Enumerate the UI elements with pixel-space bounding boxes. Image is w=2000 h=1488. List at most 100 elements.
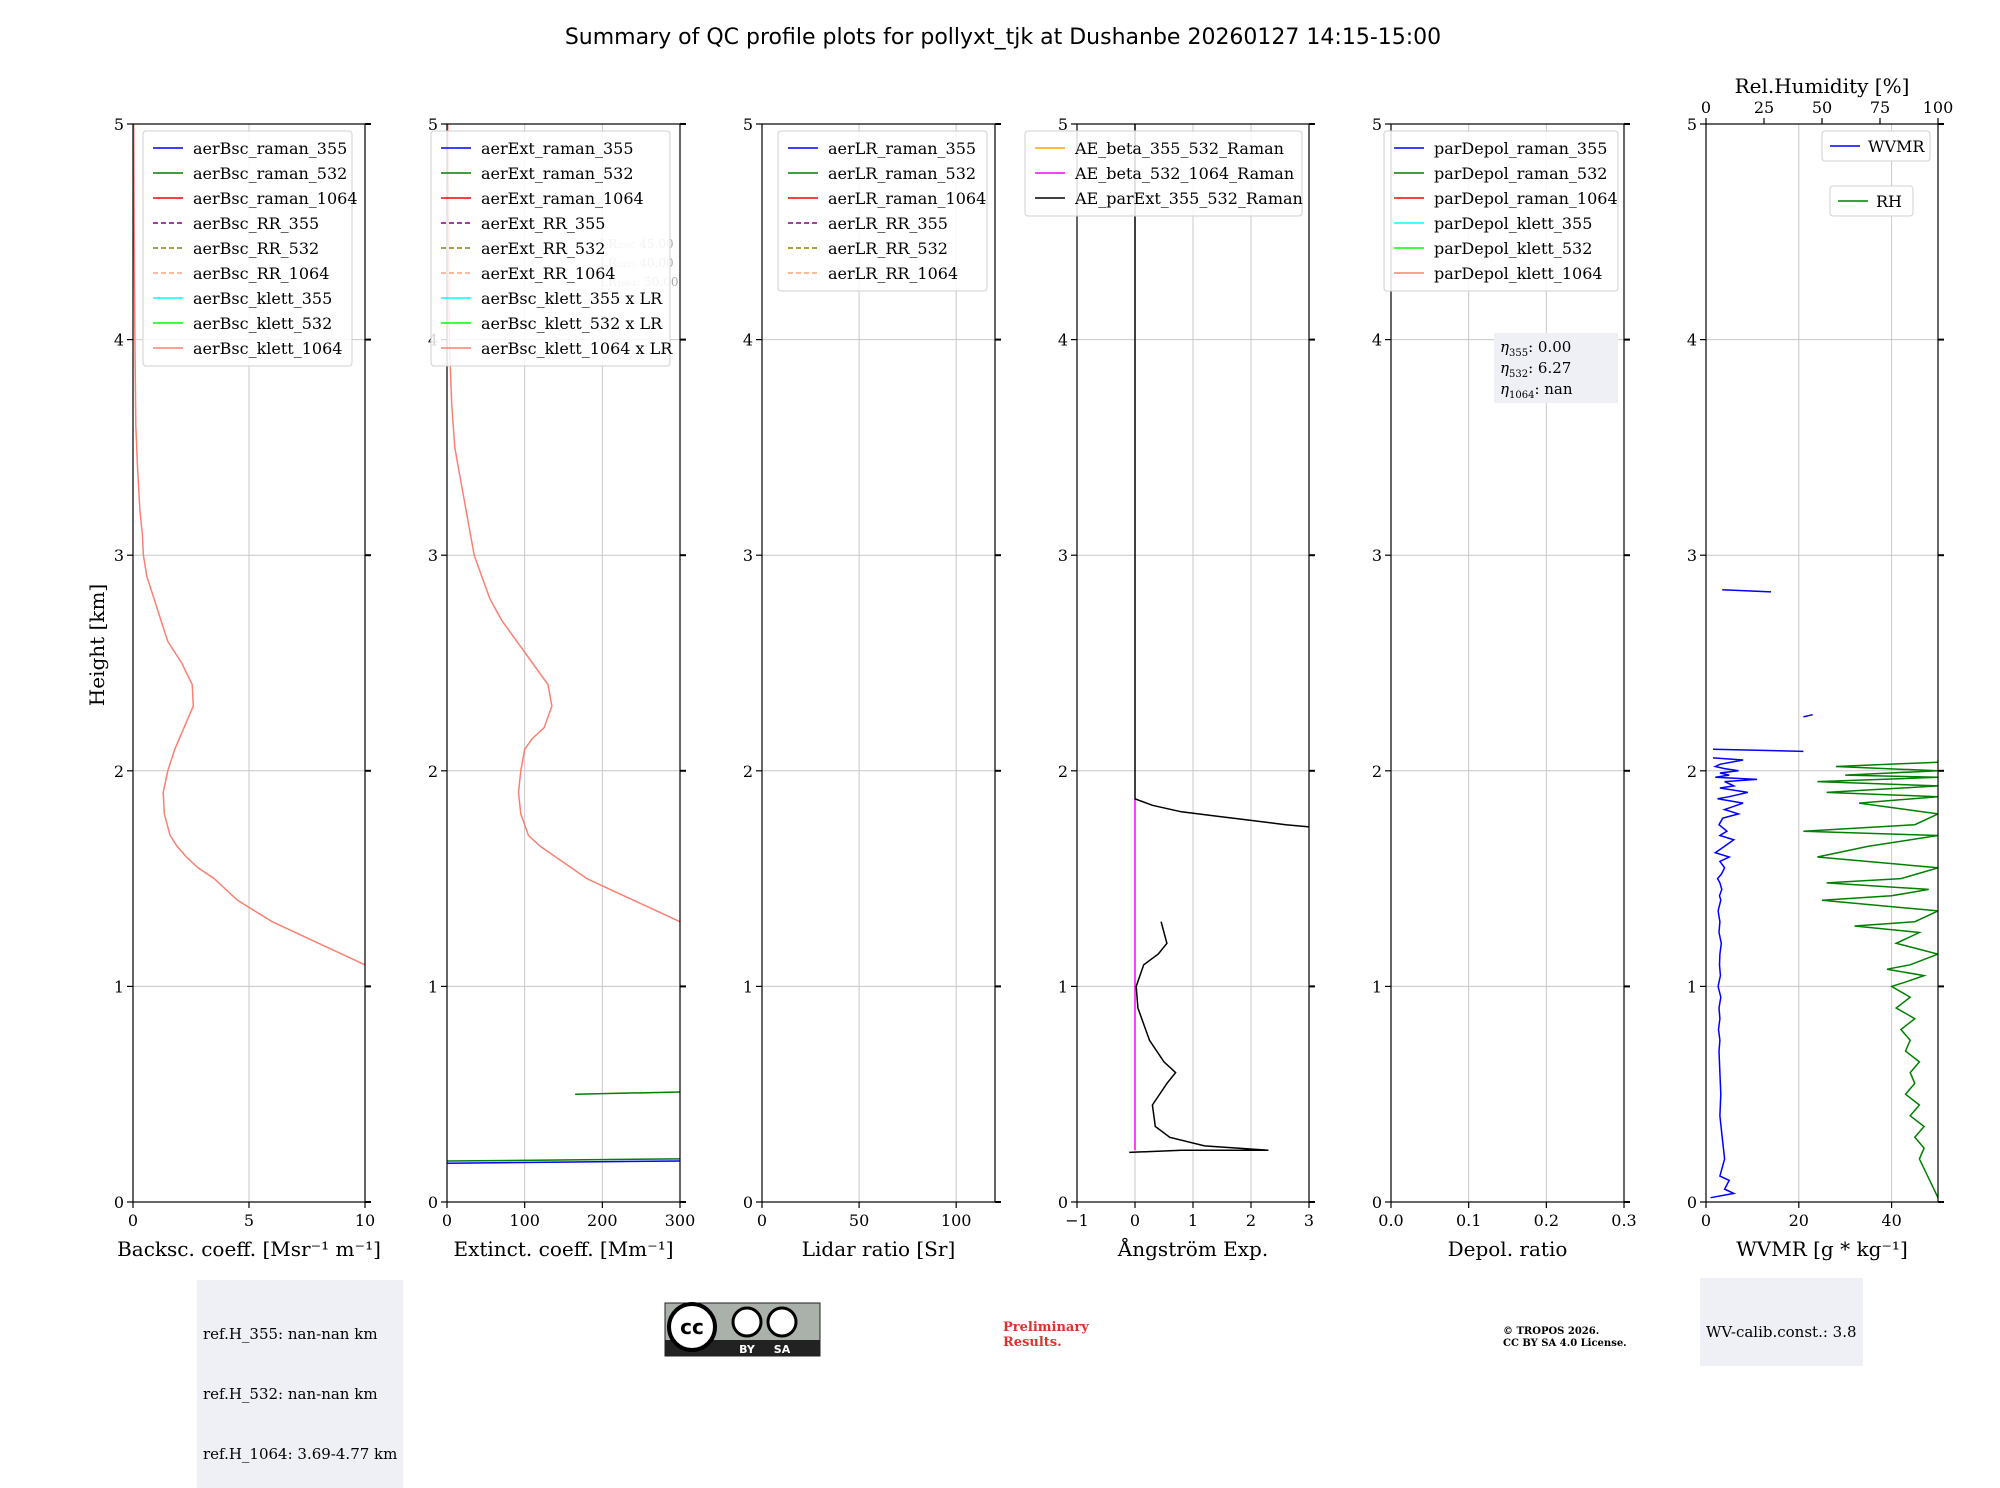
panel-bsc: 0 1 2 3 4 5 0 5 10 Backsc. coeff. [Msr⁻¹ m⁻¹] aerB…: [114, 115, 381, 1261]
legend-label: RH: [1876, 192, 1902, 211]
legend-label: aerBsc_klett_1064: [193, 339, 342, 358]
top-x-tick-label: 0: [1701, 98, 1711, 117]
series-line-aerExt_raman_532: [575, 1091, 680, 1095]
y-tick-label: 3: [114, 546, 124, 565]
legend-box: [1829, 185, 1914, 217]
y-tick-label: 5: [1687, 115, 1697, 134]
axes-frame: [1705, 123, 1939, 1203]
legend-box: [1383, 130, 1619, 292]
figure: Summary of QC profile plots for pollyxt_…: [85, 25, 1953, 1357]
y-tick-label: 0: [1687, 1193, 1697, 1212]
by-label: BY: [739, 1343, 756, 1356]
x-tick-label: 0.0: [1378, 1211, 1403, 1230]
y-tick-label: 1: [1058, 977, 1068, 996]
y-axis-label: Height [km]: [85, 584, 109, 706]
y-tick-label: 2: [114, 762, 124, 781]
eta-note: η355: 0.00: [1500, 338, 1571, 359]
legend-label: aerBsc_klett_1064 x LR: [481, 339, 673, 358]
wv-calibration-box: WV-calib.const.: 3.8: [1700, 1278, 1863, 1366]
series-line-aerBsc_klett_1064-x-LR: [447, 124, 680, 923]
legend-label: aerBsc_raman_1064: [193, 189, 358, 208]
y-tick-label: 2: [1687, 762, 1697, 781]
x-tick-label: 5: [244, 1211, 254, 1230]
y-tick-label: 0: [743, 1193, 753, 1212]
legend-label: AE_parExt_355_532_Raman: [1074, 189, 1303, 208]
copyright-line-2: CC BY SA 4.0 License.: [1503, 1338, 1627, 1349]
x-tick-label: 50: [849, 1211, 869, 1230]
legend-label: parDepol_raman_1064: [1434, 189, 1618, 208]
y-tick-label: 2: [428, 762, 438, 781]
axes-frame: [761, 123, 996, 1203]
y-tick-label: 3: [743, 546, 753, 565]
y-tick-label: 5: [114, 115, 124, 134]
legend-label: parDepol_klett_532: [1434, 239, 1592, 258]
y-tick-label: 3: [1058, 546, 1068, 565]
preliminary-results-note: Preliminary Results.: [1003, 1320, 1089, 1350]
x-tick-label: 300: [665, 1211, 696, 1230]
copyright-line-1: © TROPOS 2026.: [1503, 1326, 1600, 1337]
legend-label: AE_beta_532_1064_Raman: [1074, 164, 1294, 183]
y-tick-label: 3: [1372, 546, 1382, 565]
y-tick-label: 1: [114, 977, 124, 996]
panel-ext: 0123450100200300Extinct. coeff. [Mm⁻¹]LR…: [428, 115, 695, 1261]
cc-license-badge: cc BY SA: [664, 1302, 821, 1357]
y-tick-label: 1: [428, 977, 438, 996]
sa-label: SA: [774, 1343, 791, 1356]
y-tick-label: 0: [1372, 1193, 1382, 1212]
ref-height-532: ref.H_532: nan-nan km: [203, 1385, 378, 1403]
cc-icon: [667, 1302, 717, 1352]
legend-label: AE_beta_355_532_Raman: [1074, 139, 1284, 158]
top-x-tick-label: 75: [1870, 98, 1890, 117]
eta-box: [1494, 333, 1618, 403]
axes-frame: [446, 123, 681, 1203]
y-tick-label: 4: [1058, 331, 1068, 350]
legend-label: aerExt_raman_1064: [481, 189, 644, 208]
legend-label: aerBsc_klett_355 x LR: [481, 289, 663, 308]
legend-label: aerExt_raman_355: [481, 139, 634, 158]
y-tick-label: 4: [743, 331, 753, 350]
x-tick-label: 100: [509, 1211, 540, 1230]
y-tick-label: 4: [1372, 331, 1382, 350]
x-tick-label: 0: [1130, 1211, 1140, 1230]
legend-label: aerBsc_klett_355: [193, 289, 332, 308]
y-tick-label: 1: [1372, 977, 1382, 996]
series-line-aerExt_raman_355: [447, 1160, 680, 1164]
y-tick-label: 3: [428, 546, 438, 565]
legend-label: aerLR_RR_1064: [828, 264, 958, 283]
y-tick-label: 4: [114, 331, 124, 350]
axes-frame: [1390, 123, 1625, 1203]
y-tick-label: 0: [428, 1193, 438, 1212]
y-tick-label: 5: [428, 115, 438, 134]
by-icon: [731, 1306, 763, 1338]
reference-heights-box: ref.H_355: nan-nan km ref.H_532: nan-nan…: [197, 1280, 404, 1488]
series-line-WVMR: [1710, 757, 1758, 1199]
y-tick-label: 5: [743, 115, 753, 134]
legend-box: [1821, 130, 1931, 162]
legend-box: [1024, 130, 1303, 217]
legend-box: [430, 130, 671, 367]
series-group: [447, 124, 680, 1164]
series-group: [1129, 124, 1309, 1154]
legend-label: aerBsc_RR_1064: [193, 264, 329, 283]
legend-label: aerBsc_raman_532: [193, 164, 347, 183]
series-line-aerExt_raman_532-low: [447, 1158, 680, 1162]
legend-label: parDepol_klett_355: [1434, 214, 1592, 233]
x-tick-label: 0: [1701, 1211, 1711, 1230]
cc-icon-text: cc: [680, 1315, 704, 1339]
eta-note: η532: 6.27: [1500, 359, 1571, 380]
series-line-aerBsc_klett_1064: [133, 124, 365, 966]
legend-label: aerBsc_RR_355: [193, 214, 319, 233]
ref-height-1064: ref.H_1064: 3.69-4.77 km: [203, 1445, 398, 1463]
series-line-AE_parExt_355_532_Raman-upper: [1134, 124, 1309, 828]
x-tick-label: 0: [442, 1211, 452, 1230]
series-group: [1710, 588, 1938, 1199]
x-axis-label: Extinct. coeff. [Mm⁻¹]: [453, 1237, 673, 1261]
y-tick-label: 1: [1687, 977, 1697, 996]
preliminary-line-2: Results.: [1003, 1335, 1062, 1350]
figure-title: Summary of QC profile plots for pollyxt_…: [565, 25, 1441, 50]
y-tick-label: 2: [743, 762, 753, 781]
y-tick-label: 2: [1372, 762, 1382, 781]
legend-label: aerLR_raman_355: [828, 139, 976, 158]
x-tick-label: 0: [128, 1211, 138, 1230]
